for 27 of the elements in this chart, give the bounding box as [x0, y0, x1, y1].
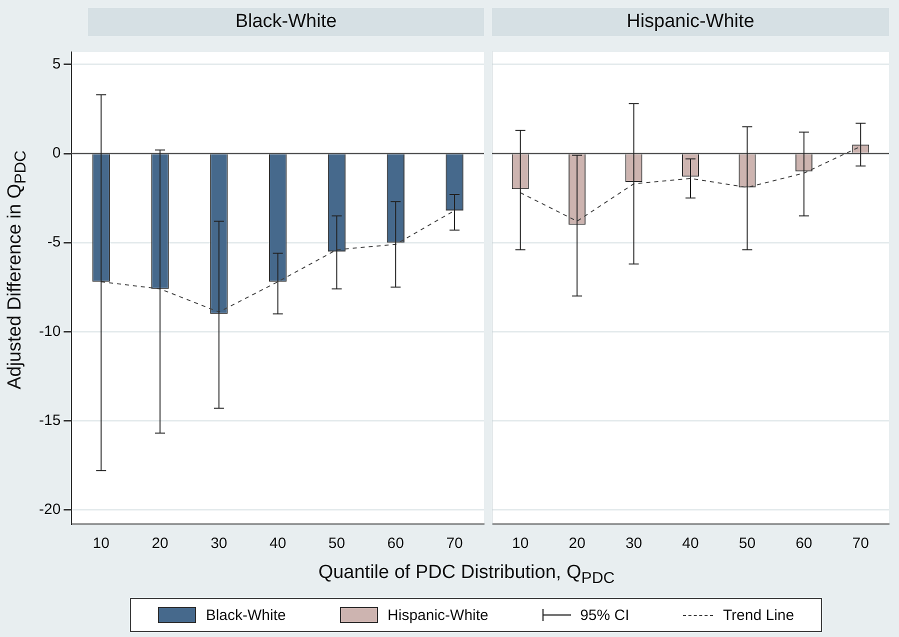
- x-tick-label: 40: [682, 535, 699, 552]
- x-tick-label: 70: [446, 535, 463, 552]
- y-tick-label: -15: [38, 412, 61, 429]
- chart-title: Hispanic-White: [492, 8, 889, 36]
- legend-label: Trend Line: [722, 606, 794, 624]
- x-tick-label: 50: [328, 535, 346, 552]
- y-tick-label: -10: [38, 322, 61, 340]
- x-tick-label: 30: [625, 535, 642, 552]
- y-tick-label: -20: [38, 500, 61, 518]
- y-tick-label: 0: [52, 144, 61, 162]
- x-tick-label: 10: [92, 535, 110, 552]
- text: 95% CI: [580, 606, 630, 624]
- y-tick-label: 5: [52, 56, 61, 73]
- x-tick-label: 50: [738, 535, 756, 552]
- chart-title: Black-White: [88, 8, 484, 36]
- x-tick-label: 20: [152, 535, 168, 552]
- legend-label: Hispanic-White: [388, 606, 488, 624]
- x-tick-label: 70: [852, 535, 869, 552]
- x-tick-label: 20: [568, 535, 586, 552]
- x-tick-label: 10: [512, 535, 529, 552]
- x-tick-label: 60: [796, 535, 812, 552]
- x-axis-title: Quantile of PDC Distribution, Q$_{PDC}$: [317, 562, 616, 588]
- x-tick-label: 40: [269, 535, 286, 552]
- x-tick-label: 30: [210, 535, 228, 552]
- legend-label: Black-White: [206, 606, 286, 624]
- x-tick-label: 60: [387, 535, 404, 552]
- y-tick-label: -5: [47, 234, 61, 251]
